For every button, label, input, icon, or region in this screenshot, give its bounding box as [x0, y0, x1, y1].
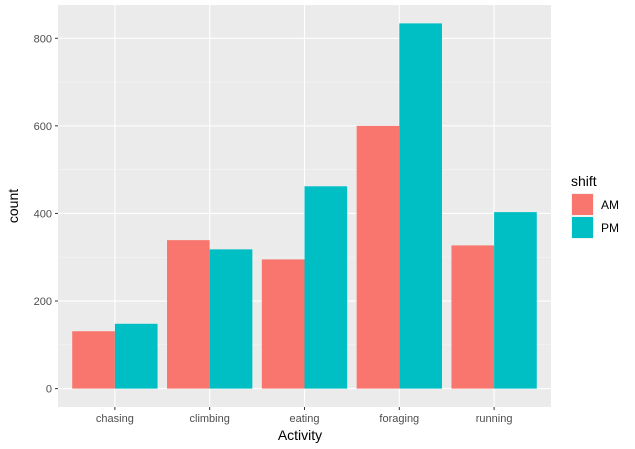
bar-climbing-PM [209, 249, 253, 389]
bar-foraging-AM [356, 125, 400, 389]
x-tick-label: eating [290, 413, 320, 425]
y-tick-label: 400 [34, 208, 52, 220]
y-tick-label: 200 [34, 296, 52, 308]
y-axis-title: count [5, 189, 21, 223]
x-axis: chasing climbing eating foraging running [96, 407, 513, 425]
bar-chasing-PM [114, 323, 158, 389]
x-tick-label: foraging [379, 413, 419, 425]
bar-eating-PM [304, 186, 348, 389]
x-tick-label: running [476, 413, 513, 425]
bars [72, 23, 537, 389]
x-tick-label: climbing [190, 413, 230, 425]
legend-label-AM: AM [601, 198, 619, 212]
bar-climbing-AM [167, 240, 210, 389]
bar-foraging-PM [399, 23, 442, 389]
y-tick-label: 0 [46, 384, 52, 396]
legend-swatch-AM [572, 194, 593, 215]
y-tick-label: 800 [34, 33, 52, 45]
legend-swatch-PM [572, 217, 593, 238]
legend-label-PM: PM [601, 221, 619, 235]
bar-running-PM [494, 212, 537, 389]
x-tick-label: chasing [96, 413, 134, 425]
x-axis-title: Activity [278, 427, 322, 443]
bar-running-AM [451, 245, 495, 389]
bar-eating-AM [261, 259, 305, 389]
legend: shift AM PM [571, 173, 619, 239]
y-tick-label: 600 [34, 121, 52, 133]
legend-title: shift [571, 173, 597, 189]
y-axis: 0 200 400 600 800 [34, 33, 58, 396]
bar-chasing-AM [72, 331, 115, 389]
